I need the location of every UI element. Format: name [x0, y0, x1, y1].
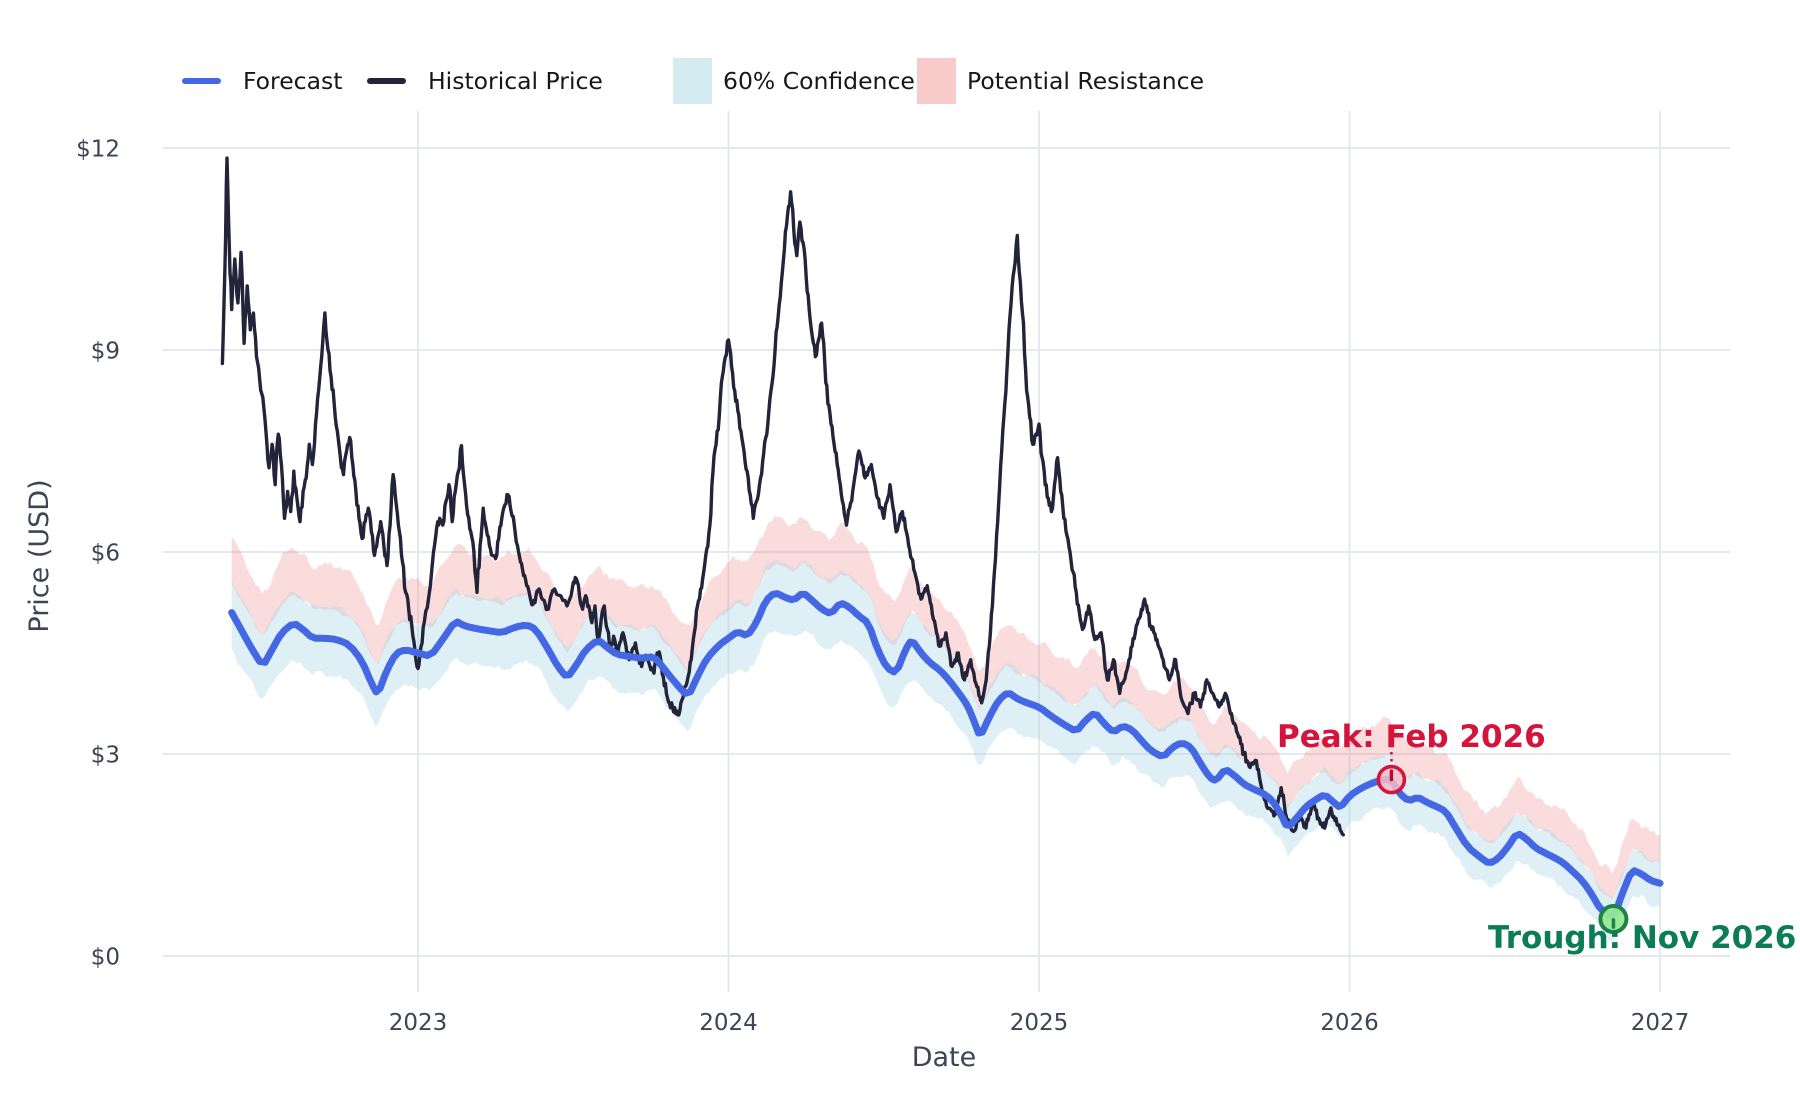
forecast-line-swatch — [182, 77, 221, 85]
y-tick-label: $12 — [76, 137, 120, 163]
legend-label-confidence: 60% Confidence — [723, 67, 915, 95]
legend-item-historical-price: Historical Price — [367, 58, 603, 104]
historical-line-swatch — [367, 77, 406, 85]
legend-item-confidence: 60% Confidence — [673, 58, 915, 104]
y-tick-label: $0 — [91, 945, 120, 971]
trough-annotation-text: Trough: Nov 2026 — [1488, 920, 1796, 956]
confidence-band — [231, 559, 1660, 942]
legend-label-resistance: Potential Resistance — [967, 67, 1205, 95]
y-tick-label: $9 — [91, 339, 120, 365]
chart-legend: Forecast Historical Price 60% Confidence… — [0, 0, 1800, 110]
x-tick-label: 2027 — [1631, 1010, 1690, 1036]
legend-item-forecast: Forecast — [182, 58, 342, 104]
x-tick-label: 2025 — [1010, 1010, 1069, 1036]
peak-annotation-text: Peak: Feb 2026 — [1277, 719, 1546, 755]
forecast-line — [228, 590, 1664, 921]
y-tick-label: $6 — [91, 541, 120, 567]
y-tick-label: $3 — [91, 743, 120, 769]
legend-label-historical-price: Historical Price — [428, 67, 603, 95]
confidence-band-swatch — [673, 58, 712, 104]
x-tick-label: 2026 — [1320, 1010, 1379, 1036]
x-tick-label: 2023 — [389, 1010, 448, 1036]
x-axis-label: Date — [912, 1042, 977, 1073]
legend-label-forecast: Forecast — [243, 67, 343, 95]
resistance-band-swatch — [917, 58, 956, 104]
historical-price-line — [220, 156, 1345, 837]
x-tick-label: 2024 — [699, 1010, 758, 1036]
legend-item-resistance: Potential Resistance — [917, 58, 1204, 104]
y-axis-label: Price (USD) — [24, 479, 55, 632]
